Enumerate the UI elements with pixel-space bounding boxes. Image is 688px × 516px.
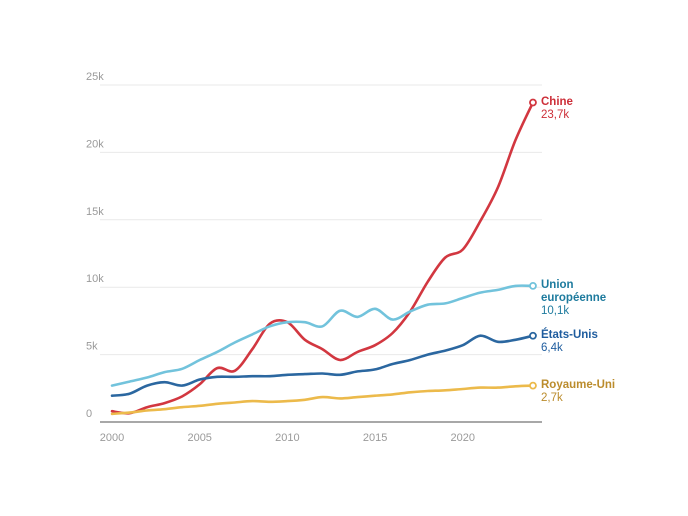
y-tick-label: 5k — [86, 341, 98, 353]
series-endpoint-chine — [529, 98, 537, 107]
series-endpoint-union-europeenne — [529, 281, 537, 290]
y-tick-label: 10k — [86, 273, 104, 285]
x-tick-label: 2015 — [363, 432, 387, 444]
series-line-royaume-uni — [110, 384, 535, 416]
series-line-union-europeenne — [110, 284, 535, 387]
x-tick-label: 2020 — [451, 432, 475, 444]
x-tick-label: 2010 — [275, 432, 299, 444]
series-endpoint-etats-unis — [529, 331, 537, 340]
y-tick-label: 25k — [86, 71, 104, 83]
x-tick-label: 2000 — [100, 432, 124, 444]
x-tick-label: 2005 — [187, 432, 211, 444]
y-tick-label: 0 — [86, 408, 92, 420]
series-line-chine — [110, 101, 535, 415]
y-tick-label: 15k — [86, 206, 104, 218]
series-line-etats-unis — [110, 334, 535, 397]
series-endpoint-royaume-uni — [529, 381, 537, 390]
y-tick-label: 20k — [86, 138, 104, 150]
